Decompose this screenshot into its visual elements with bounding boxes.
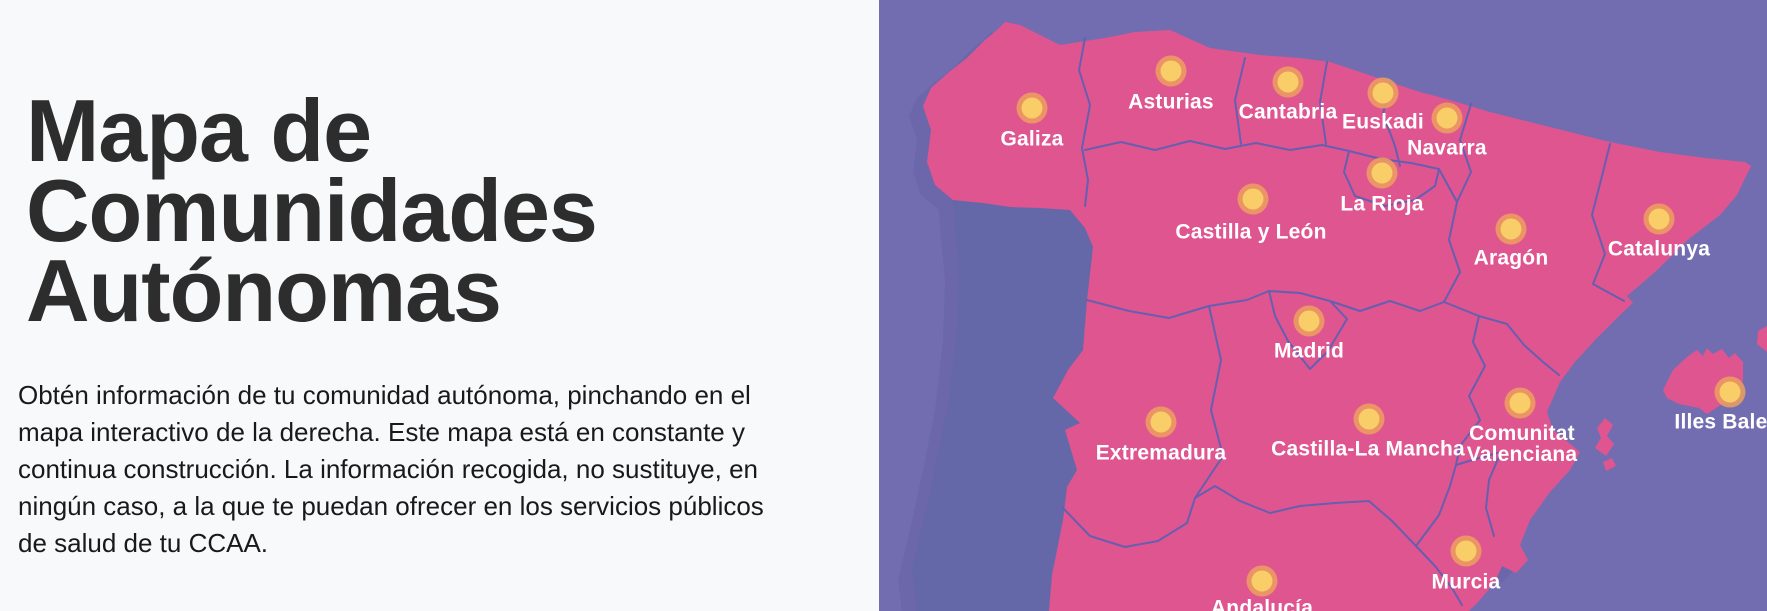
region-label-asturias: Asturias: [1128, 90, 1214, 114]
island-menorca[interactable]: [1757, 326, 1767, 352]
region-label-murcia: Murcia: [1431, 570, 1501, 594]
region-dot-galiza-icon[interactable]: [1021, 97, 1043, 119]
region-label-andalucia: Andalucía: [1210, 596, 1314, 611]
region-dot-la-rioja-icon[interactable]: [1371, 162, 1393, 184]
region-label-navarra: Navarra: [1407, 136, 1487, 160]
region-label-galiza: Galiza: [1000, 127, 1064, 151]
region-label-cantabria: Cantabria: [1238, 100, 1338, 124]
region-label-aragon: Aragón: [1473, 246, 1549, 270]
region-label-catalunya: Catalunya: [1607, 237, 1711, 261]
region-dot-asturias-icon[interactable]: [1160, 60, 1182, 82]
region-dot-navarra-icon[interactable]: [1436, 107, 1458, 129]
region-dot-illes-balears-icon[interactable]: [1719, 381, 1741, 403]
region-label-comunitat-valenciana: Comunitat Valenciana: [1466, 422, 1578, 466]
region-label-castilla-y-leon: Castilla y León: [1175, 220, 1327, 244]
region-dot-castilla-y-leon-icon[interactable]: [1242, 188, 1264, 210]
region-dot-andalucia-icon[interactable]: [1251, 570, 1273, 592]
spain-mainland[interactable]: [923, 22, 1751, 611]
region-dot-murcia-icon[interactable]: [1455, 540, 1477, 562]
region-dot-castilla-la-mancha-icon[interactable]: [1358, 408, 1380, 430]
region-dot-extremadura-icon[interactable]: [1150, 411, 1172, 433]
spain-map: [879, 0, 1767, 611]
region-label-castilla-la-mancha: Castilla-La Mancha: [1271, 437, 1465, 461]
region-label-extremadura: Extremadura: [1095, 441, 1227, 465]
region-dot-catalunya-icon[interactable]: [1648, 208, 1670, 230]
region-label-euskadi: Euskadi: [1342, 110, 1424, 134]
island-formentera[interactable]: [1603, 458, 1616, 471]
intro-description: Obtén información de tu comunidad autóno…: [18, 380, 764, 558]
region-label-madrid: Madrid: [1273, 339, 1345, 363]
region-label-la-rioja: La Rioja: [1340, 192, 1424, 216]
region-dot-aragon-icon[interactable]: [1500, 218, 1522, 240]
page-title: Mapa de Comunidades Autónomas: [26, 81, 598, 340]
portugal-silhouette: [912, 200, 1093, 611]
region-dot-comunitat-valenciana-icon[interactable]: [1509, 392, 1531, 414]
region-dot-cantabria-icon[interactable]: [1277, 71, 1299, 93]
region-dot-euskadi-icon[interactable]: [1372, 82, 1394, 104]
intro-panel: Mapa de Comunidades Autónomas Obtén info…: [0, 0, 879, 611]
region-dot-madrid-icon[interactable]: [1298, 310, 1320, 332]
map-panel: Galiza Asturias Cantabria Euskadi Navarr…: [879, 0, 1767, 611]
region-borders: [1062, 37, 1625, 606]
region-label-illes-balears: Illes Balears: [1674, 410, 1767, 434]
island-ibiza[interactable]: [1595, 418, 1614, 456]
